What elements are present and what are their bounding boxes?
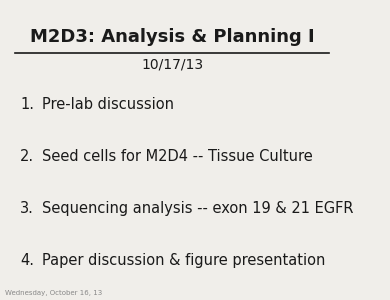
Text: 10/17/13: 10/17/13 bbox=[141, 58, 203, 72]
Text: 3.: 3. bbox=[20, 200, 34, 215]
Text: Wednesday, October 16, 13: Wednesday, October 16, 13 bbox=[5, 290, 102, 296]
Text: Paper discussion & figure presentation: Paper discussion & figure presentation bbox=[43, 253, 326, 268]
Text: 4.: 4. bbox=[20, 253, 34, 268]
Text: 1.: 1. bbox=[20, 97, 34, 112]
Text: Seed cells for M2D4 -- Tissue Culture: Seed cells for M2D4 -- Tissue Culture bbox=[43, 148, 313, 164]
Text: Sequencing analysis -- exon 19 & 21 EGFR: Sequencing analysis -- exon 19 & 21 EGFR bbox=[43, 200, 354, 215]
Text: Pre-lab discussion: Pre-lab discussion bbox=[43, 97, 174, 112]
Text: 2.: 2. bbox=[20, 148, 34, 164]
Text: M2D3: Analysis & Planning I: M2D3: Analysis & Planning I bbox=[30, 28, 315, 46]
